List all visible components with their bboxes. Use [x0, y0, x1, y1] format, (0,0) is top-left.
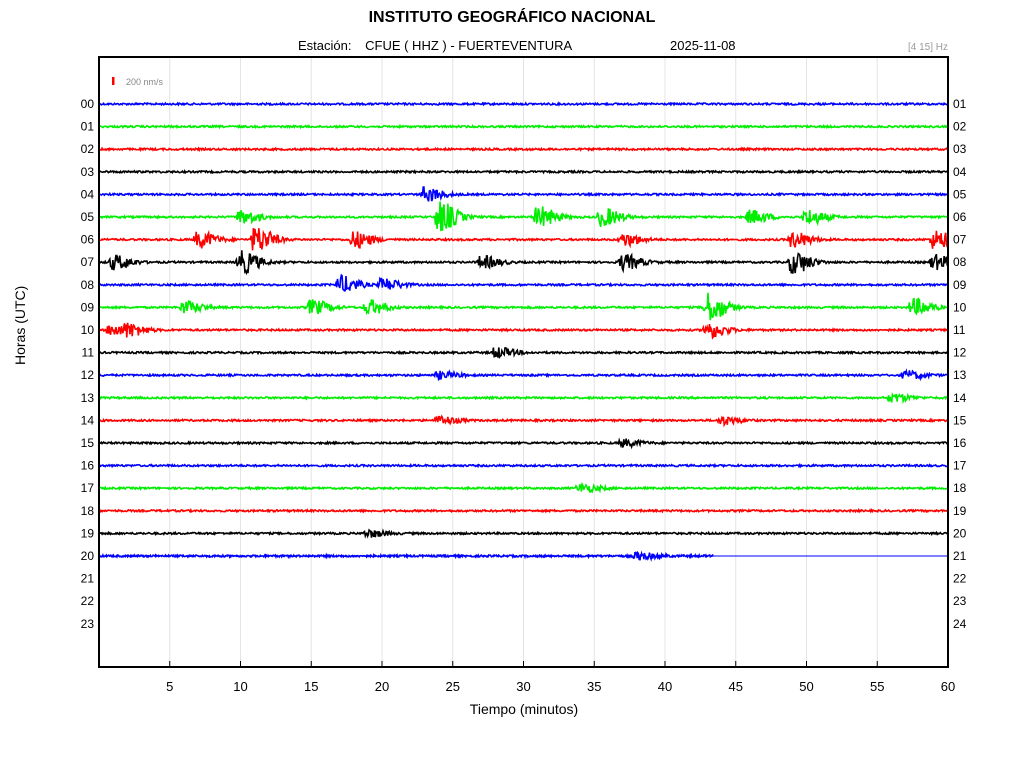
- hour-label-left: 04: [81, 187, 95, 201]
- hour-label-right: 11: [953, 323, 966, 337]
- hour-label-right: 12: [953, 346, 967, 360]
- x-tick-label: 60: [941, 679, 955, 694]
- seismic-traces: [98, 101, 949, 562]
- x-axis-title: Tiempo (minutos): [469, 701, 579, 717]
- hour-label-left: 10: [81, 323, 95, 337]
- hour-label-left: 07: [81, 255, 95, 269]
- seismic-trace: [98, 146, 948, 153]
- hour-label-left: 20: [81, 549, 95, 563]
- hour-label-right: 10: [953, 300, 967, 314]
- filter-band: [4 15] Hz: [907, 42, 948, 53]
- seismic-trace: [98, 437, 949, 450]
- hour-label-left: 12: [81, 368, 95, 382]
- hour-label-right: 09: [953, 278, 967, 292]
- station-label: Estación:: [298, 38, 352, 53]
- hour-label-right: 20: [953, 526, 967, 540]
- y-axis-title: Horas (UTC): [12, 285, 28, 365]
- hour-label-right: 04: [953, 165, 967, 179]
- seismic-trace: [98, 368, 949, 382]
- seismic-trace: [98, 201, 949, 232]
- x-tick-label: 30: [516, 679, 530, 694]
- x-tick-label: 20: [375, 679, 389, 694]
- scale-bar: [112, 77, 115, 85]
- x-tick-label: 15: [304, 679, 318, 694]
- station-name: CFUE ( HHZ ) - FUERTEVENTURA: [365, 38, 573, 53]
- chart-title: INSTITUTO GEOGRÁFICO NACIONAL: [368, 9, 656, 26]
- x-tick-label: 55: [870, 679, 884, 694]
- hour-label-left: 18: [81, 504, 95, 518]
- x-tick-label: 45: [729, 679, 743, 694]
- x-tick-label: 50: [799, 679, 813, 694]
- seismic-trace: [98, 123, 949, 130]
- hour-label-left: 14: [81, 413, 95, 427]
- hour-label-right: 16: [953, 436, 967, 450]
- amplitude-scale: 200 nm/s: [112, 77, 164, 87]
- hour-label-right: 06: [953, 210, 967, 224]
- scale-label: 200 nm/s: [126, 77, 164, 87]
- seismic-trace: [98, 481, 949, 494]
- hour-label-left: 23: [81, 617, 95, 631]
- seismic-trace: [99, 414, 949, 428]
- seismic-trace: [98, 462, 949, 469]
- hour-label-left: 02: [81, 142, 95, 156]
- hour-label-right: 03: [953, 142, 967, 156]
- x-tick-label: 35: [587, 679, 601, 694]
- hour-label-right: 08: [953, 255, 967, 269]
- seismic-trace: [98, 101, 949, 107]
- hour-label-left: 19: [81, 526, 95, 540]
- axis-labels: 5 10 15 20 25 30 35 40 45 50 55 60 00 01 01 02 02 03 03 04 0…: [81, 97, 967, 694]
- seismic-trace: [98, 250, 949, 276]
- hour-label-right: 13: [953, 368, 967, 382]
- seismic-trace: [98, 186, 948, 202]
- hour-label-left: 01: [81, 120, 95, 134]
- hour-label-left: 22: [81, 594, 95, 608]
- hour-label-left: 06: [81, 233, 95, 247]
- hour-label-right: 22: [953, 572, 967, 586]
- hour-label-left: 21: [81, 572, 95, 586]
- plot-frame: [98, 56, 949, 668]
- seismic-trace: [98, 391, 949, 405]
- seismic-trace: [98, 273, 949, 292]
- seismic-trace: [98, 292, 949, 321]
- hour-label-right: 21: [953, 549, 967, 563]
- hour-label-right: 01: [953, 97, 967, 111]
- hour-label-left: 17: [81, 481, 95, 495]
- seismic-trace: [98, 550, 714, 562]
- seismic-trace: [98, 528, 949, 539]
- hour-label-left: 08: [81, 278, 95, 292]
- hour-label-right: 02: [953, 120, 967, 134]
- hour-label-right: 15: [953, 413, 967, 427]
- hour-label-right: 07: [953, 233, 967, 247]
- hour-label-left: 15: [81, 436, 95, 450]
- seismic-trace: [98, 169, 949, 175]
- hour-label-left: 09: [81, 300, 95, 314]
- chart-subtitle: Estación: CFUE ( HHZ ) - FUERTEVENTURA 2…: [298, 38, 736, 53]
- hour-label-right: 23: [953, 594, 967, 608]
- hour-label-right: 14: [953, 391, 967, 405]
- hour-label-right: 18: [953, 481, 967, 495]
- x-tick-label: 40: [658, 679, 672, 694]
- hour-label-right: 05: [953, 187, 967, 201]
- seismic-trace: [98, 322, 949, 340]
- seismic-trace: [98, 347, 949, 360]
- x-tick-label: 25: [446, 679, 460, 694]
- seismic-trace: [98, 507, 949, 514]
- x-tick-label: 5: [166, 679, 173, 694]
- record-date: 2025-11-08: [670, 38, 736, 53]
- hour-label-left: 13: [81, 391, 95, 405]
- hour-label-left: 11: [82, 346, 95, 360]
- hour-label-left: 16: [81, 459, 95, 473]
- hour-label-right: 24: [953, 617, 967, 631]
- hour-label-left: 05: [81, 210, 95, 224]
- seismic-trace: [98, 227, 949, 251]
- hour-label-right: 17: [953, 459, 967, 473]
- hour-label-left: 03: [81, 165, 95, 179]
- x-tick-label: 10: [233, 679, 247, 694]
- hour-label-left: 00: [81, 97, 95, 111]
- hour-label-right: 19: [953, 504, 967, 518]
